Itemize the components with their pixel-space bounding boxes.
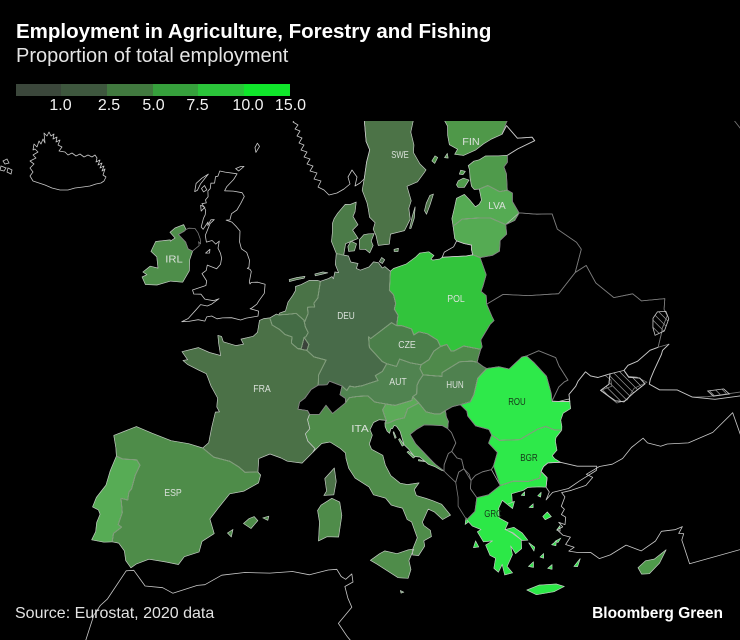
svg-text:HUN: HUN — [446, 379, 464, 391]
svg-text:DEU: DEU — [337, 310, 355, 322]
svg-text:GRC: GRC — [484, 508, 502, 520]
svg-text:CZE: CZE — [398, 339, 416, 351]
svg-text:SWE: SWE — [391, 149, 409, 161]
svg-text:IRL: IRL — [165, 253, 183, 265]
svg-text:FRA: FRA — [253, 383, 271, 395]
svg-text:LVA: LVA — [488, 200, 506, 212]
svg-text:ESP: ESP — [164, 487, 182, 499]
svg-text:ITA: ITA — [351, 423, 369, 435]
svg-text:ROU: ROU — [508, 396, 526, 408]
svg-text:POL: POL — [447, 293, 465, 305]
svg-text:FIN: FIN — [462, 136, 480, 148]
svg-text:BGR: BGR — [520, 452, 538, 464]
svg-text:AUT: AUT — [389, 376, 407, 388]
